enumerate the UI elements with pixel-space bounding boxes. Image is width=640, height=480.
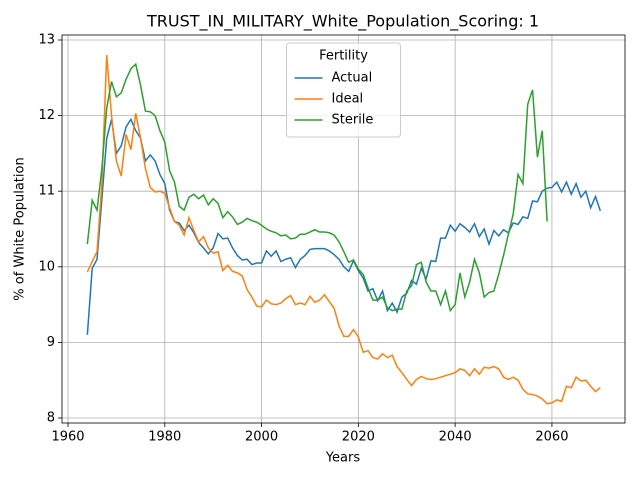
y-tick-label: 12 (38, 108, 55, 123)
y-tick-label: 8 (47, 411, 55, 426)
x-tick-label: 2020 (342, 430, 375, 445)
series-line (86, 117, 602, 335)
legend-label: Ideal (332, 92, 364, 107)
y-tick-label: 11 (38, 184, 55, 199)
legend-box (286, 42, 401, 138)
x-tick-label: 1980 (148, 430, 181, 445)
plot-frame (61, 34, 626, 424)
x-tick-label: 1960 (51, 430, 84, 445)
y-tick-label: 13 (38, 32, 55, 47)
legend-label: Actual (332, 71, 373, 86)
series-line (86, 62, 548, 313)
y-tick-label: 9 (47, 335, 55, 350)
y-axis-label: % of White Population (13, 157, 28, 300)
series-line (86, 55, 601, 405)
x-axis-label: Years (325, 451, 361, 466)
x-tick-label: 2060 (535, 430, 568, 445)
legend-label: Sterile (332, 113, 374, 128)
chart-title: TRUST_IN_MILITARY_White_Population_Scori… (146, 12, 539, 32)
legend-title: Fertility (319, 49, 368, 64)
x-tick-label: 2000 (245, 430, 278, 445)
y-tick-label: 10 (38, 259, 55, 274)
x-tick-label: 2040 (439, 430, 472, 445)
